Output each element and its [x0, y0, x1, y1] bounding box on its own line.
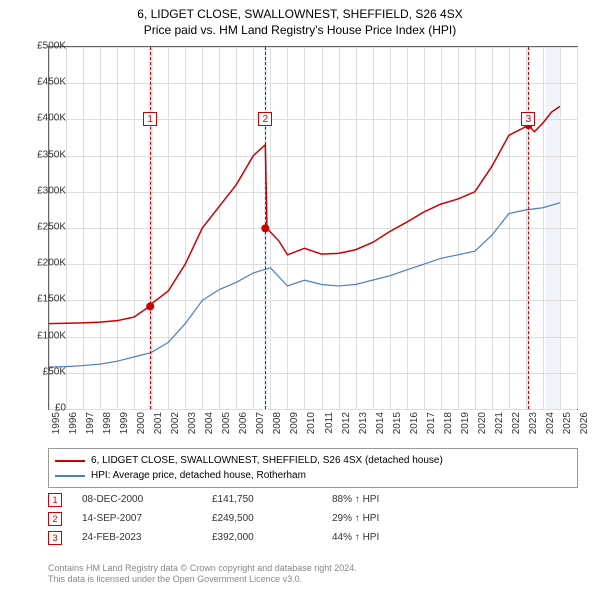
- sale-marker-box: 3: [521, 112, 535, 126]
- x-tick-label: 2025: [562, 412, 573, 442]
- sales-table: 1 08-DEC-2000 £141,750 88% ↑ HPI 2 14-SE…: [48, 490, 412, 547]
- x-tick-label: 2008: [272, 412, 283, 442]
- x-tick-label: 2009: [289, 412, 300, 442]
- legend-row: HPI: Average price, detached house, Roth…: [55, 468, 571, 483]
- sale-pct: 88% ↑ HPI: [332, 494, 412, 505]
- sale-row: 1 08-DEC-2000 £141,750 88% ↑ HPI: [48, 490, 412, 509]
- x-tick-label: 2023: [528, 412, 539, 442]
- x-tick-label: 2017: [426, 412, 437, 442]
- x-tick-label: 2001: [153, 412, 164, 442]
- y-tick-label: £50K: [26, 366, 66, 377]
- sale-marker-icon: 1: [48, 493, 62, 507]
- footer-line2: This data is licensed under the Open Gov…: [48, 574, 357, 586]
- x-tick-label: 2011: [324, 412, 335, 442]
- x-tick-label: 2026: [579, 412, 590, 442]
- sale-date: 24-FEB-2023: [82, 532, 212, 543]
- legend-label-hpi: HPI: Average price, detached house, Roth…: [91, 468, 306, 483]
- x-tick-label: 2004: [204, 412, 215, 442]
- x-tick-label: 2000: [136, 412, 147, 442]
- legend-label-price: 6, LIDGET CLOSE, SWALLOWNEST, SHEFFIELD,…: [91, 453, 443, 468]
- x-tick-label: 1995: [51, 412, 62, 442]
- y-tick-label: £350K: [26, 149, 66, 160]
- sale-pct: 29% ↑ HPI: [332, 513, 412, 524]
- x-tick-label: 2003: [187, 412, 198, 442]
- sale-price: £249,500: [212, 513, 332, 524]
- sale-date: 08-DEC-2000: [82, 494, 212, 505]
- title-line1: 6, LIDGET CLOSE, SWALLOWNEST, SHEFFIELD,…: [0, 6, 600, 22]
- footer: Contains HM Land Registry data © Crown c…: [48, 563, 357, 586]
- x-tick-label: 1996: [68, 412, 79, 442]
- x-tick-label: 1997: [85, 412, 96, 442]
- sale-price: £392,000: [212, 532, 332, 543]
- x-tick-label: 2019: [460, 412, 471, 442]
- x-tick-label: 2020: [477, 412, 488, 442]
- x-tick-label: 1998: [102, 412, 113, 442]
- x-tick-label: 2005: [221, 412, 232, 442]
- title-block: 6, LIDGET CLOSE, SWALLOWNEST, SHEFFIELD,…: [0, 0, 600, 38]
- x-tick-label: 2022: [511, 412, 522, 442]
- sale-marker-icon: 3: [48, 531, 62, 545]
- chart-svg: [49, 47, 577, 409]
- legend: 6, LIDGET CLOSE, SWALLOWNEST, SHEFFIELD,…: [48, 448, 578, 488]
- y-tick-label: £400K: [26, 113, 66, 124]
- sale-price: £141,750: [212, 494, 332, 505]
- sale-marker-icon: 2: [48, 512, 62, 526]
- footer-line1: Contains HM Land Registry data © Crown c…: [48, 563, 357, 575]
- x-tick-label: 1999: [119, 412, 130, 442]
- chart-area: 1 2 3: [48, 46, 578, 410]
- x-tick-label: 2012: [341, 412, 352, 442]
- y-tick-label: £150K: [26, 294, 66, 305]
- legend-swatch-price: [55, 460, 85, 462]
- x-tick-label: 2010: [306, 412, 317, 442]
- chart-container: 6, LIDGET CLOSE, SWALLOWNEST, SHEFFIELD,…: [0, 0, 600, 590]
- legend-swatch-hpi: [55, 475, 85, 477]
- sale-pct: 44% ↑ HPI: [332, 532, 412, 543]
- sale-marker-box: 1: [143, 112, 157, 126]
- y-tick-label: £300K: [26, 185, 66, 196]
- y-tick-label: £100K: [26, 330, 66, 341]
- x-tick-label: 2006: [238, 412, 249, 442]
- x-tick-label: 2007: [255, 412, 266, 442]
- sale-row: 3 24-FEB-2023 £392,000 44% ↑ HPI: [48, 528, 412, 547]
- x-tick-label: 2016: [409, 412, 420, 442]
- y-tick-label: £500K: [26, 41, 66, 52]
- sale-row: 2 14-SEP-2007 £249,500 29% ↑ HPI: [48, 509, 412, 528]
- x-tick-label: 2013: [358, 412, 369, 442]
- sale-date: 14-SEP-2007: [82, 513, 212, 524]
- title-line2: Price paid vs. HM Land Registry's House …: [0, 22, 600, 38]
- y-tick-label: £200K: [26, 258, 66, 269]
- x-tick-label: 2024: [545, 412, 556, 442]
- x-tick-label: 2015: [392, 412, 403, 442]
- y-tick-label: £250K: [26, 222, 66, 233]
- x-tick-label: 2021: [494, 412, 505, 442]
- sale-marker-box: 2: [258, 112, 272, 126]
- y-tick-label: £450K: [26, 77, 66, 88]
- legend-row: 6, LIDGET CLOSE, SWALLOWNEST, SHEFFIELD,…: [55, 453, 571, 468]
- x-tick-label: 2002: [170, 412, 181, 442]
- x-tick-label: 2014: [375, 412, 386, 442]
- x-tick-label: 2018: [443, 412, 454, 442]
